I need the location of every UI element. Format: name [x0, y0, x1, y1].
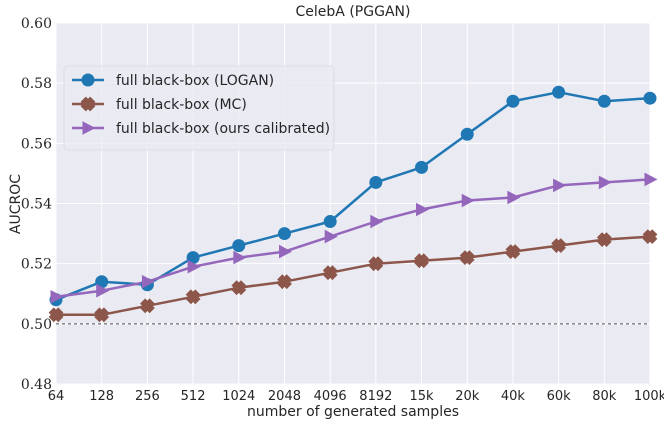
data-point	[368, 256, 384, 272]
data-point	[644, 172, 658, 187]
data-point	[414, 253, 429, 269]
x-tick-labels: 64 128 256 512 1024 2048 4096 8192 15k 20k 40k 60k 8…	[48, 389, 664, 404]
data-point	[95, 275, 109, 289]
data-point	[323, 215, 337, 229]
y-tick-label: 0.48	[21, 377, 52, 393]
series-markers	[48, 85, 658, 323]
x-tick-label: 80k	[592, 389, 617, 404]
x-tick-label: 15k	[409, 389, 434, 404]
data-point	[233, 250, 247, 265]
data-point	[505, 244, 521, 259]
data-point	[642, 229, 658, 244]
x-tick-label: 2048	[268, 389, 301, 404]
data-point	[597, 94, 611, 108]
data-point	[598, 175, 612, 190]
series-line-2	[55, 178, 651, 299]
data-point	[94, 307, 110, 323]
data-point	[279, 244, 292, 259]
data-point	[506, 94, 520, 108]
data-point	[187, 259, 201, 274]
x-tick-label: 60k	[547, 389, 572, 404]
data-point	[370, 214, 384, 229]
legend-label: full black-box (ours calibrated)	[116, 121, 330, 137]
data-point	[185, 289, 201, 305]
chart-title: CelebA (PGGAN)	[296, 4, 411, 20]
y-axis-label: AUCROC	[8, 174, 24, 234]
data-point	[459, 250, 475, 265]
y-tick-label: 0.50	[21, 317, 52, 333]
legend-label: full black-box (MC)	[116, 97, 247, 113]
data-point	[140, 298, 155, 314]
legend-label: full black-box (LOGAN)	[116, 73, 274, 89]
legend: full black-box (LOGAN) full black-box (MC…	[63, 65, 335, 151]
x-tick-label: 8192	[359, 389, 392, 404]
data-point	[551, 238, 566, 253]
x-tick-label: 40k	[501, 389, 526, 404]
data-point	[553, 178, 567, 193]
data-point	[460, 127, 474, 141]
series-line-1	[56, 235, 651, 317]
x-tick-label: 100k	[634, 389, 664, 404]
data-point	[415, 160, 429, 174]
data-point	[552, 85, 566, 99]
x-axis-label: number of generated samples	[247, 404, 459, 420]
y-tick-label: 0.56	[21, 136, 52, 152]
data-point	[461, 193, 475, 208]
data-point	[596, 232, 612, 247]
legend-marker	[80, 96, 96, 112]
y-tick-labels: 0.48 0.50 0.52 0.54 0.56 0.58 0.60	[21, 16, 52, 393]
data-point	[186, 251, 200, 265]
data-point	[643, 91, 657, 105]
legend-marker	[82, 121, 96, 135]
data-point	[416, 202, 429, 217]
data-point	[96, 283, 110, 298]
x-tick-label: 1024	[222, 389, 255, 404]
data-point	[141, 274, 155, 289]
data-point	[48, 307, 64, 323]
x-tick-label: 512	[181, 389, 206, 404]
y-tick-label: 0.52	[21, 257, 52, 273]
x-tick-label: 4096	[314, 389, 347, 404]
y-tick-label: 0.60	[21, 16, 52, 32]
data-point	[277, 227, 291, 241]
y-tick-label: 0.54	[21, 197, 52, 213]
data-point	[50, 290, 64, 304]
data-point	[277, 274, 292, 290]
data-point	[369, 175, 383, 189]
legend-marker	[81, 73, 95, 87]
x-tick-label: 128	[89, 389, 114, 404]
data-point	[231, 280, 247, 296]
data-point	[324, 229, 338, 244]
legend-box	[63, 65, 335, 151]
data-point	[232, 239, 246, 253]
series-lines	[55, 90, 651, 317]
x-tick-label: 256	[135, 389, 160, 404]
data-point	[507, 190, 521, 205]
x-tick-label: 64	[48, 389, 65, 404]
x-tick-label: 20k	[455, 389, 480, 404]
data-point	[322, 265, 338, 281]
y-tick-label: 0.58	[21, 76, 52, 92]
